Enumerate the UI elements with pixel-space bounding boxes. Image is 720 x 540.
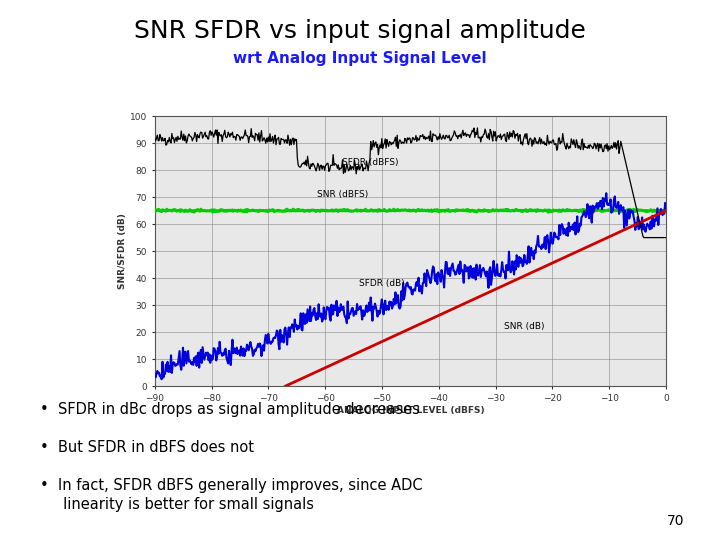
- Text: 70: 70: [667, 514, 684, 528]
- Text: wrt Analog Input Signal Level: wrt Analog Input Signal Level: [233, 51, 487, 66]
- X-axis label: ANALOG INPUT LEVEL (dBFS): ANALOG INPUT LEVEL (dBFS): [336, 406, 485, 415]
- Text: •  SFDR in dBc drops as signal amplitude decreases: • SFDR in dBc drops as signal amplitude …: [40, 402, 420, 417]
- Text: SFDR (dB): SFDR (dB): [359, 279, 405, 288]
- Y-axis label: SNR/SFDR (dB): SNR/SFDR (dB): [118, 213, 127, 289]
- Text: •  In fact, SFDR dBFS generally improves, since ADC
     linearity is better for: • In fact, SFDR dBFS generally improves,…: [40, 478, 422, 511]
- Text: SNR SFDR vs input signal amplitude: SNR SFDR vs input signal amplitude: [134, 19, 586, 43]
- Text: SNR (dBFS): SNR (dBFS): [317, 190, 368, 199]
- Text: SFDR (dBFS): SFDR (dBFS): [343, 158, 399, 166]
- Text: SNR (dB): SNR (dB): [504, 322, 544, 331]
- Text: •  But SFDR in dBFS does not: • But SFDR in dBFS does not: [40, 440, 253, 455]
